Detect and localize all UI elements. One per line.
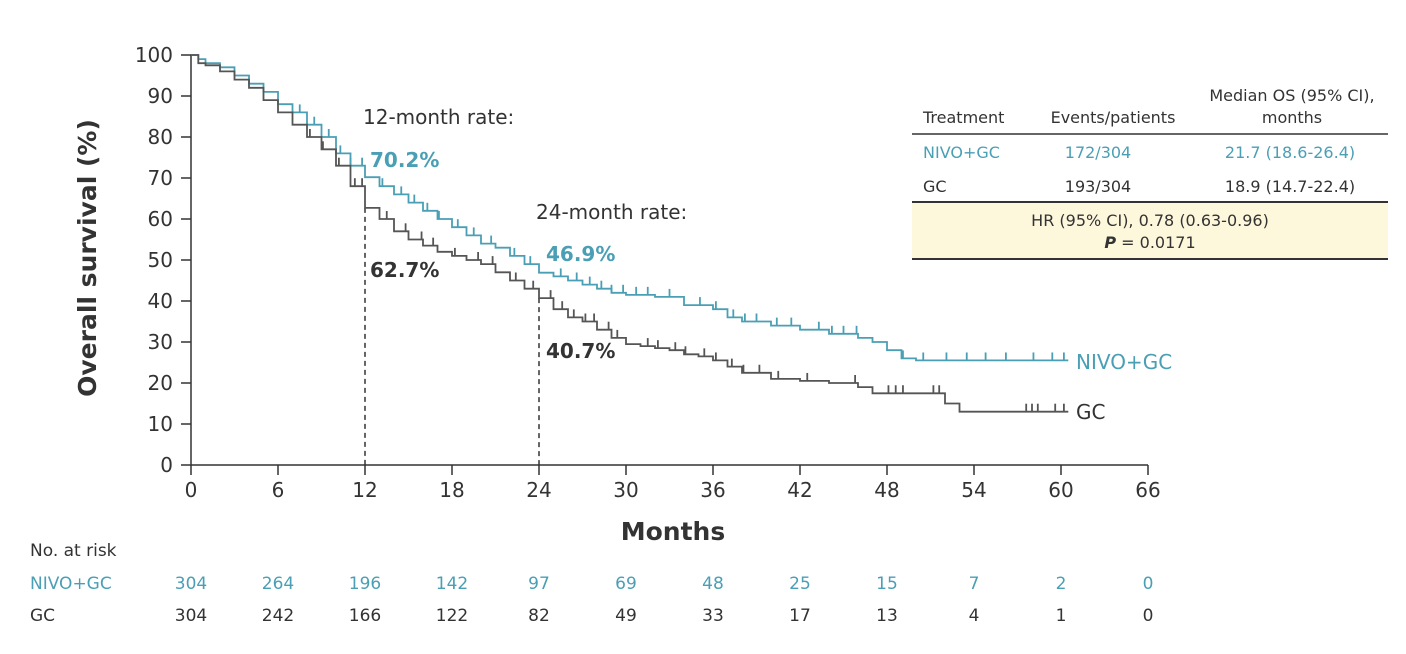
x-tick-label: 12 xyxy=(352,478,377,502)
at-risk-value: 264 xyxy=(262,574,294,594)
p-label: P xyxy=(1104,233,1116,252)
y-tick-label: 10 xyxy=(148,412,173,436)
x-tick-label: 0 xyxy=(185,478,198,502)
x-tick-label: 48 xyxy=(874,478,899,502)
y-tick-label: 20 xyxy=(148,371,173,395)
hr-box xyxy=(912,202,1388,259)
x-tick-label: 42 xyxy=(787,478,812,502)
at-risk-value: 25 xyxy=(789,574,811,594)
at-risk-value: 0 xyxy=(1143,606,1154,626)
row-nivo-median: 21.7 (18.6-26.4) xyxy=(1225,143,1355,162)
at-risk-label-gc: GC xyxy=(30,606,55,626)
th-median-1: Median OS (95% CI), xyxy=(1209,86,1374,105)
y-tick-label: 0 xyxy=(160,453,173,477)
y-tick-label: 100 xyxy=(135,43,173,67)
th-treatment: Treatment xyxy=(922,108,1004,127)
row-gc-treatment: GC xyxy=(923,177,947,196)
at-risk-value: 4 xyxy=(969,606,980,626)
th-median-2: months xyxy=(1262,108,1322,127)
at-risk-value: 17 xyxy=(789,606,811,626)
curve-label-nivo: NIVO+GC xyxy=(1076,350,1172,374)
row-gc-median: 18.9 (14.7-22.4) xyxy=(1225,177,1355,196)
y-tick-label: 80 xyxy=(148,125,173,149)
p-value: = 0.0171 xyxy=(1116,233,1196,252)
at-risk-label-nivo: NIVO+GC xyxy=(30,574,112,594)
at-risk-value: 97 xyxy=(528,574,550,594)
at-risk-value: 122 xyxy=(436,606,468,626)
at-risk-table: No. at risk NIVO+GC GC 304 264 196 142 97 69 4… xyxy=(30,541,1153,626)
curve-nivo-gc xyxy=(191,54,1069,362)
rate-24-nivo: 46.9% xyxy=(546,242,615,266)
survival-curves xyxy=(191,54,1069,413)
at-risk-value: 242 xyxy=(262,606,294,626)
x-tick-label: 18 xyxy=(439,478,464,502)
x-tick-label: 60 xyxy=(1048,478,1073,502)
at-risk-value: 69 xyxy=(615,574,637,594)
y-ticks: 0 10 20 30 40 50 60 70 80 90 100 xyxy=(135,43,191,477)
x-tick-label: 66 xyxy=(1135,478,1160,502)
reference-lines xyxy=(364,207,540,465)
at-risk-value: 13 xyxy=(876,606,898,626)
at-risk-value: 142 xyxy=(436,574,468,594)
x-tick-label: 30 xyxy=(613,478,638,502)
row-nivo-treatment: NIVO+GC xyxy=(923,143,1000,162)
at-risk-value: 1 xyxy=(1056,606,1067,626)
row-gc-events: 193/304 xyxy=(1065,177,1131,196)
at-risk-value: 33 xyxy=(702,606,724,626)
at-risk-value: 2 xyxy=(1056,574,1067,594)
x-ticks: 0 6 12 18 24 30 36 42 48 54 60 66 xyxy=(185,465,1161,502)
curve-gc xyxy=(191,54,1069,413)
at-risk-value: 196 xyxy=(349,574,381,594)
at-risk-value: 48 xyxy=(702,574,724,594)
at-risk-value: 166 xyxy=(349,606,381,626)
y-tick-label: 90 xyxy=(148,84,173,108)
summary-table: Treatment Events/patients Median OS (95%… xyxy=(912,86,1388,260)
y-tick-label: 70 xyxy=(148,166,173,190)
x-axis-title: Months xyxy=(621,517,725,546)
curve-label-gc: GC xyxy=(1076,400,1105,424)
y-axis-title: Overall survival (%) xyxy=(73,119,102,397)
th-events: Events/patients xyxy=(1051,108,1176,127)
at-risk-value: 304 xyxy=(175,606,207,626)
at-risk-title: No. at risk xyxy=(30,541,117,561)
y-tick-label: 30 xyxy=(148,330,173,354)
at-risk-value: 82 xyxy=(528,606,550,626)
x-tick-label: 36 xyxy=(700,478,725,502)
x-tick-label: 24 xyxy=(526,478,551,502)
at-risk-value: 0 xyxy=(1143,574,1154,594)
y-tick-label: 50 xyxy=(148,248,173,272)
rate-24-gc: 40.7% xyxy=(546,339,615,363)
at-risk-value: 49 xyxy=(615,606,637,626)
x-tick-label: 6 xyxy=(272,478,285,502)
rate-12-gc: 62.7% xyxy=(370,258,439,282)
hr-text: HR (95% CI), 0.78 (0.63-0.96) xyxy=(1031,211,1269,230)
y-tick-label: 60 xyxy=(148,207,173,231)
p-text: P = 0.0171 xyxy=(1104,233,1195,252)
rate-12-title: 12-month rate: xyxy=(363,105,514,129)
rate-24-title: 24-month rate: xyxy=(536,200,687,224)
row-nivo-events: 172/304 xyxy=(1065,143,1131,162)
y-tick-label: 40 xyxy=(148,289,173,313)
at-risk-value: 15 xyxy=(876,574,898,594)
at-risk-value: 7 xyxy=(969,574,980,594)
rate-12-nivo: 70.2% xyxy=(370,148,439,172)
x-tick-label: 54 xyxy=(961,478,986,502)
at-risk-value: 304 xyxy=(175,574,207,594)
